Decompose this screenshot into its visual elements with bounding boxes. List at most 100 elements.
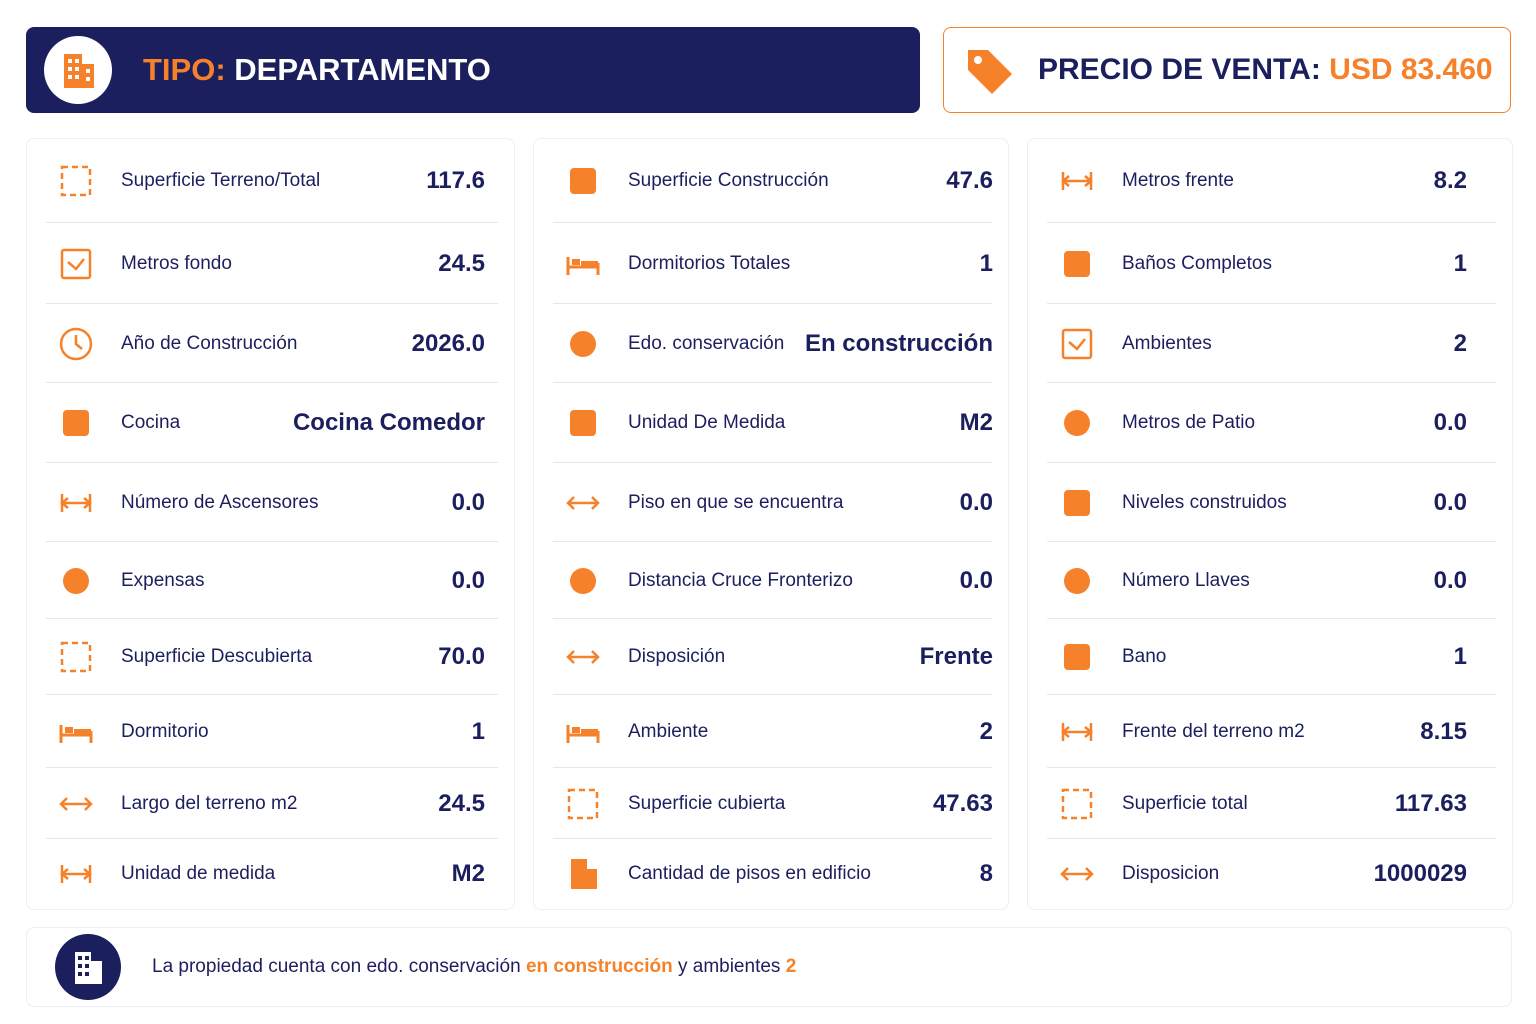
row-icon: [63, 410, 89, 436]
row-separator: [46, 462, 498, 463]
row-value: 47.63: [932, 789, 993, 817]
row-icon: [571, 859, 597, 889]
detail-row: Expensas 0.0: [27, 542, 514, 619]
row-value: 0.0: [1433, 488, 1467, 516]
detail-row: Piso en que se encuentra 0.0: [534, 463, 1008, 542]
row-label: Disposicion: [1122, 863, 1220, 884]
row-value: 70.0: [438, 643, 485, 670]
row-icon: [567, 788, 599, 819]
row-separator: [553, 222, 992, 223]
row-label: Dormitorio: [121, 720, 209, 742]
row-value: 1: [1453, 249, 1467, 277]
detail-row: Superficie total 117.63: [1028, 768, 1512, 839]
row-separator: [46, 541, 498, 542]
row-icon: [1061, 328, 1093, 359]
row-value: 2: [1453, 329, 1467, 357]
row-icon: [1064, 489, 1090, 516]
row-label: Número Llaves: [1122, 569, 1250, 591]
row-value: 47.6: [946, 167, 993, 194]
row-value: 0.0: [451, 566, 485, 594]
detail-row: Metros de Patio 0.0: [1028, 383, 1512, 463]
row-icon: [566, 724, 600, 743]
detail-row: Superficie Construcción 47.6: [534, 139, 1008, 223]
detail-row: Largo del terreno m2 24.5: [27, 768, 514, 839]
row-label: Superficie Terreno/Total: [121, 170, 321, 191]
row-label: Bano: [1122, 646, 1167, 667]
row-icon: [59, 796, 93, 811]
row-label: Año de Construcción: [121, 332, 298, 354]
price-icon: [968, 50, 1012, 94]
row-separator: [553, 838, 992, 839]
row-label: Metros frente: [1122, 170, 1234, 191]
row-icon: [60, 248, 92, 279]
detail-row: Número Llaves 0.0: [1028, 542, 1512, 619]
row-value: 8.2: [1433, 167, 1467, 194]
detail-row: Dormitorio 1: [27, 695, 514, 768]
detail-row: Cocina Cocina Comedor: [27, 383, 514, 463]
row-separator: [1047, 303, 1496, 304]
type-icon: [44, 36, 112, 104]
row-icon: [1064, 567, 1090, 594]
row-icon: [566, 650, 600, 664]
row-value: Frente: [919, 643, 993, 670]
detail-row: Bano 1: [1028, 619, 1512, 695]
detail-row: Metros frente 8.2: [1028, 139, 1512, 223]
detail-row: Frente del terreno m2 8.15: [1028, 695, 1512, 768]
row-label: Superficie Descubierta: [121, 646, 313, 667]
row-separator: [46, 767, 498, 768]
detail-row: Metros fondo 24.5: [27, 223, 514, 304]
row-separator: [1047, 838, 1496, 839]
row-icon: [570, 168, 596, 194]
row-icon: [1064, 644, 1090, 670]
row-value: 24.5: [438, 789, 485, 817]
row-separator: [553, 303, 992, 304]
type-value: DEPARTAMENTO: [234, 52, 491, 87]
row-value: En construcción: [804, 329, 993, 357]
detail-row: Ambientes 2: [1028, 304, 1512, 383]
detail-row: Número de Ascensores 0.0: [27, 463, 514, 542]
row-separator: [1047, 618, 1496, 619]
summary-text: La propiedad cuenta con edo. conservació…: [152, 956, 521, 977]
row-value: 0.0: [451, 488, 485, 516]
row-label: Metros fondo: [121, 252, 232, 274]
row-icon: [59, 724, 93, 743]
row-value: M2: [451, 860, 485, 887]
detail-column: Metros frente 8.2 Baños Completos 1 Ambiente…: [1027, 138, 1513, 910]
row-label: Unidad De Medida: [628, 412, 786, 433]
row-label: Metros de Patio: [1122, 412, 1256, 433]
row-value: 1: [471, 717, 485, 745]
row-label: Unidad de medida: [121, 863, 276, 884]
detail-row: Disposicion 1000029: [1028, 839, 1512, 909]
row-separator: [553, 462, 992, 463]
row-label: Frente del terreno m2: [1122, 720, 1305, 742]
row-label: Cantidad de pisos en edificio: [628, 863, 871, 884]
row-icon: [60, 641, 92, 673]
detail-row: Año de Construcción 2026.0: [27, 304, 514, 383]
summary-highlight: 2: [785, 956, 797, 977]
detail-row: Dormitorios Totales 1: [534, 223, 1008, 304]
row-label: Expensas: [121, 569, 205, 591]
row-separator: [46, 838, 498, 839]
row-icon: [570, 567, 596, 594]
detail-row: Disposición Frente: [534, 619, 1008, 695]
row-value: 8.15: [1420, 717, 1467, 745]
summary-icon: [55, 934, 121, 1000]
row-separator: [46, 303, 498, 304]
row-value: 0.0: [1433, 409, 1467, 436]
row-icon: [566, 495, 600, 510]
row-value: 1000029: [1373, 860, 1467, 887]
row-icon: [570, 330, 596, 357]
row-value: 0.0: [959, 488, 993, 516]
row-separator: [1047, 382, 1496, 383]
row-icon: [1064, 250, 1090, 277]
row-label: Disposición: [628, 646, 726, 667]
row-value: 2026.0: [411, 329, 485, 357]
row-label: Dormitorios Totales: [628, 252, 791, 274]
detail-row: Unidad De Medida M2: [534, 383, 1008, 463]
detail-row: Superficie Terreno/Total 117.6: [27, 139, 514, 223]
detail-row: Ambiente 2: [534, 695, 1008, 768]
row-icon: [60, 493, 92, 512]
row-separator: [553, 767, 992, 768]
detail-row: Superficie Descubierta 70.0: [27, 619, 514, 695]
row-icon: [1061, 722, 1093, 741]
